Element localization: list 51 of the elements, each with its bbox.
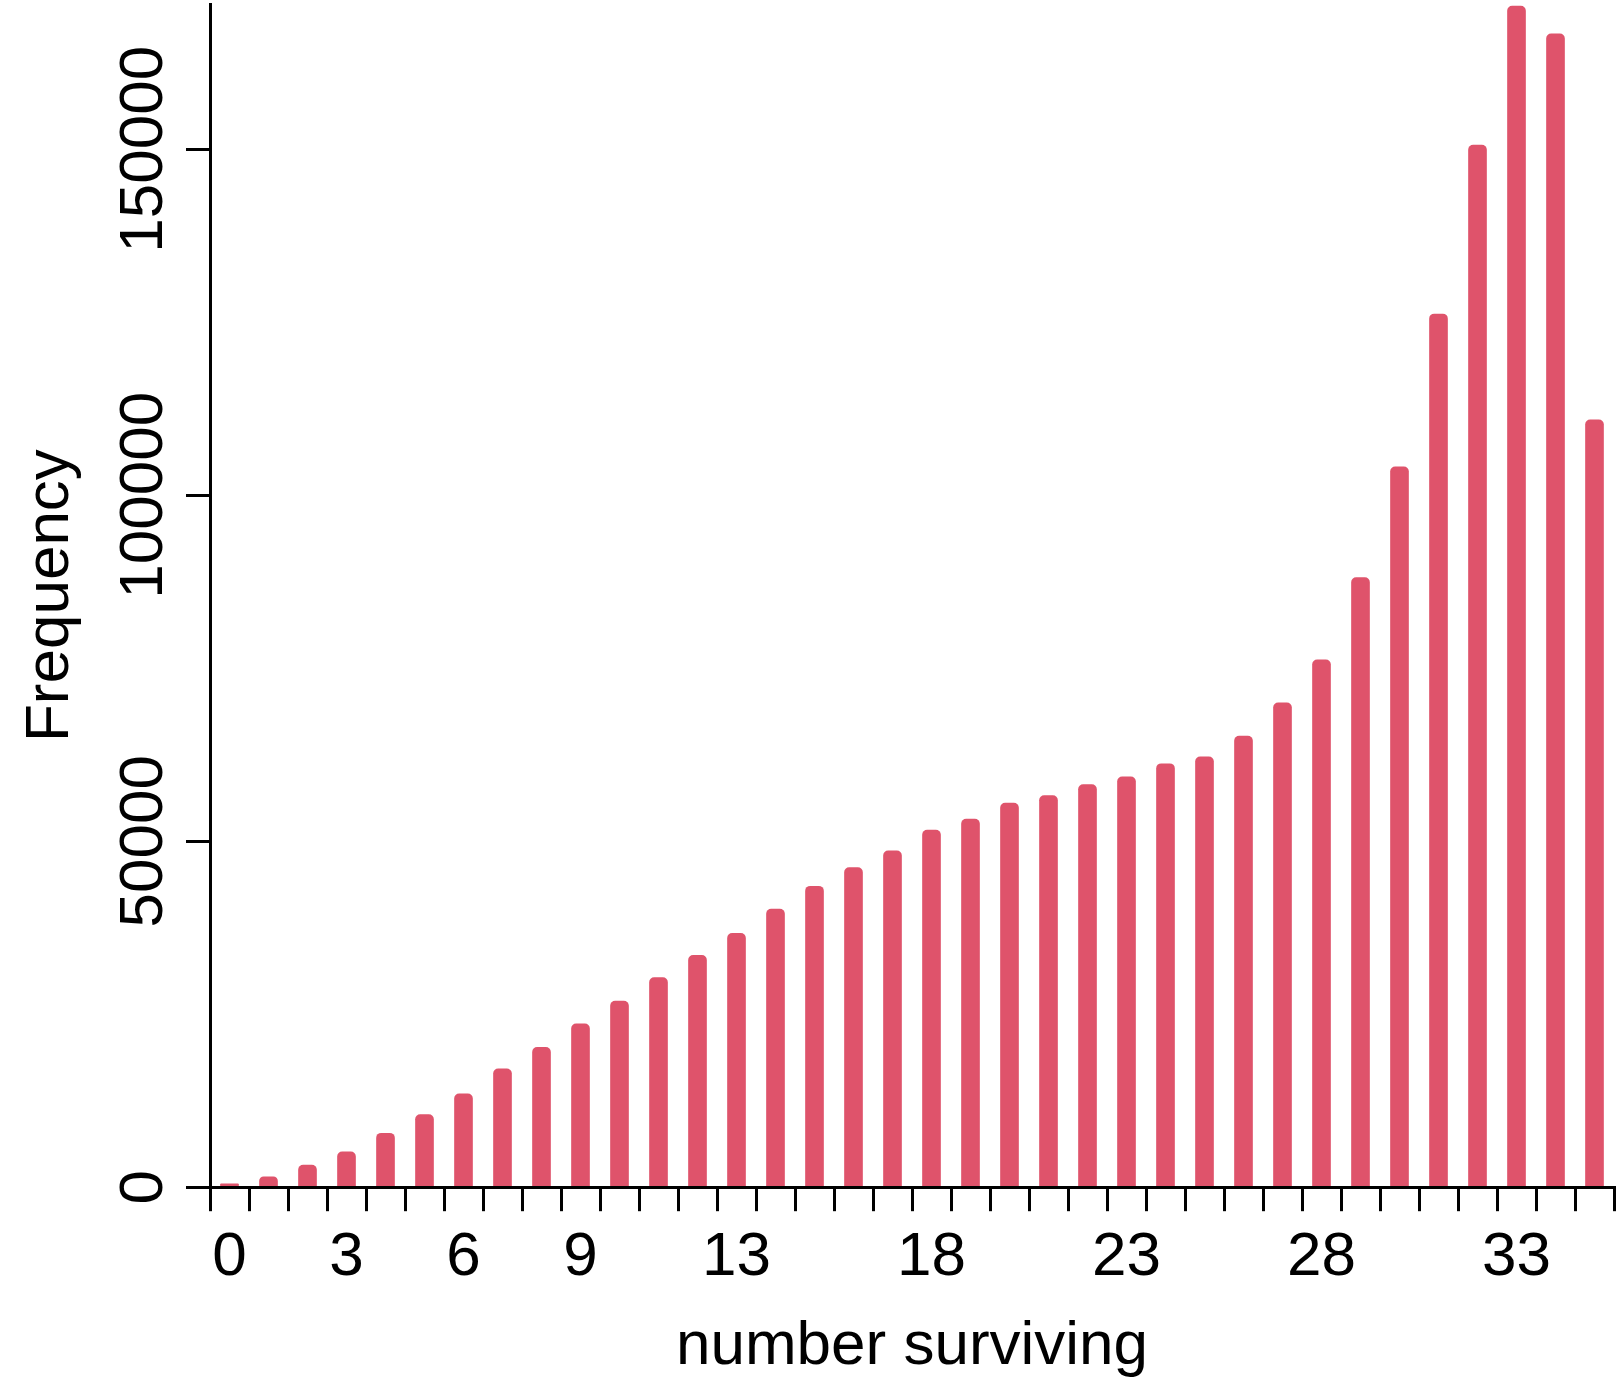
- bar: [1039, 795, 1058, 1187]
- bar: [1117, 776, 1136, 1187]
- x-tick-label: 18: [897, 1219, 966, 1289]
- bar: [844, 867, 863, 1187]
- bar: [376, 1132, 395, 1187]
- x-tick-label: 28: [1287, 1219, 1356, 1289]
- bar: [1156, 763, 1175, 1187]
- bar: [220, 1183, 239, 1187]
- bar: [454, 1093, 473, 1187]
- bar: [805, 885, 824, 1187]
- bar: [259, 1176, 278, 1187]
- bar: [1273, 702, 1292, 1187]
- x-tick-label: 23: [1092, 1219, 1161, 1289]
- bar: [415, 1114, 434, 1187]
- bar: [610, 1000, 629, 1187]
- y-tick-label: 0: [106, 1169, 176, 1205]
- bar: [532, 1047, 551, 1187]
- y-axis-title: Frequency: [12, 449, 82, 743]
- bar: [1195, 756, 1214, 1187]
- bar: [883, 850, 902, 1187]
- bar: [922, 829, 941, 1187]
- bar: [1351, 577, 1370, 1187]
- bar: [1585, 419, 1604, 1187]
- y-tick-label: 100000: [106, 391, 176, 599]
- x-tick-label: 0: [212, 1219, 247, 1289]
- bar: [649, 977, 668, 1187]
- bar: [493, 1068, 512, 1187]
- bar: [1468, 144, 1487, 1187]
- bar: [1429, 313, 1448, 1187]
- bar: [1507, 5, 1526, 1187]
- bar: [298, 1164, 317, 1187]
- bar: [688, 955, 707, 1187]
- x-tick-label: 33: [1482, 1219, 1551, 1289]
- x-tick-label: 6: [446, 1219, 481, 1289]
- bar: [1312, 659, 1331, 1187]
- bar: [571, 1023, 590, 1187]
- bar: [1546, 33, 1565, 1187]
- bar: [337, 1151, 356, 1187]
- x-axis-title: number surviving: [675, 1307, 1149, 1377]
- x-tick-label: 3: [329, 1219, 364, 1289]
- x-tick-label: 13: [702, 1219, 771, 1289]
- x-tick-label: 9: [563, 1219, 598, 1289]
- bar: [1078, 784, 1097, 1187]
- bar: [1390, 466, 1409, 1187]
- bar: [766, 908, 785, 1187]
- y-tick-label: 50000: [106, 755, 176, 928]
- bar: [727, 932, 746, 1187]
- bar: [1234, 735, 1253, 1187]
- y-tick-label: 150000: [106, 45, 176, 253]
- bar: [961, 818, 980, 1187]
- bar: [1000, 802, 1019, 1187]
